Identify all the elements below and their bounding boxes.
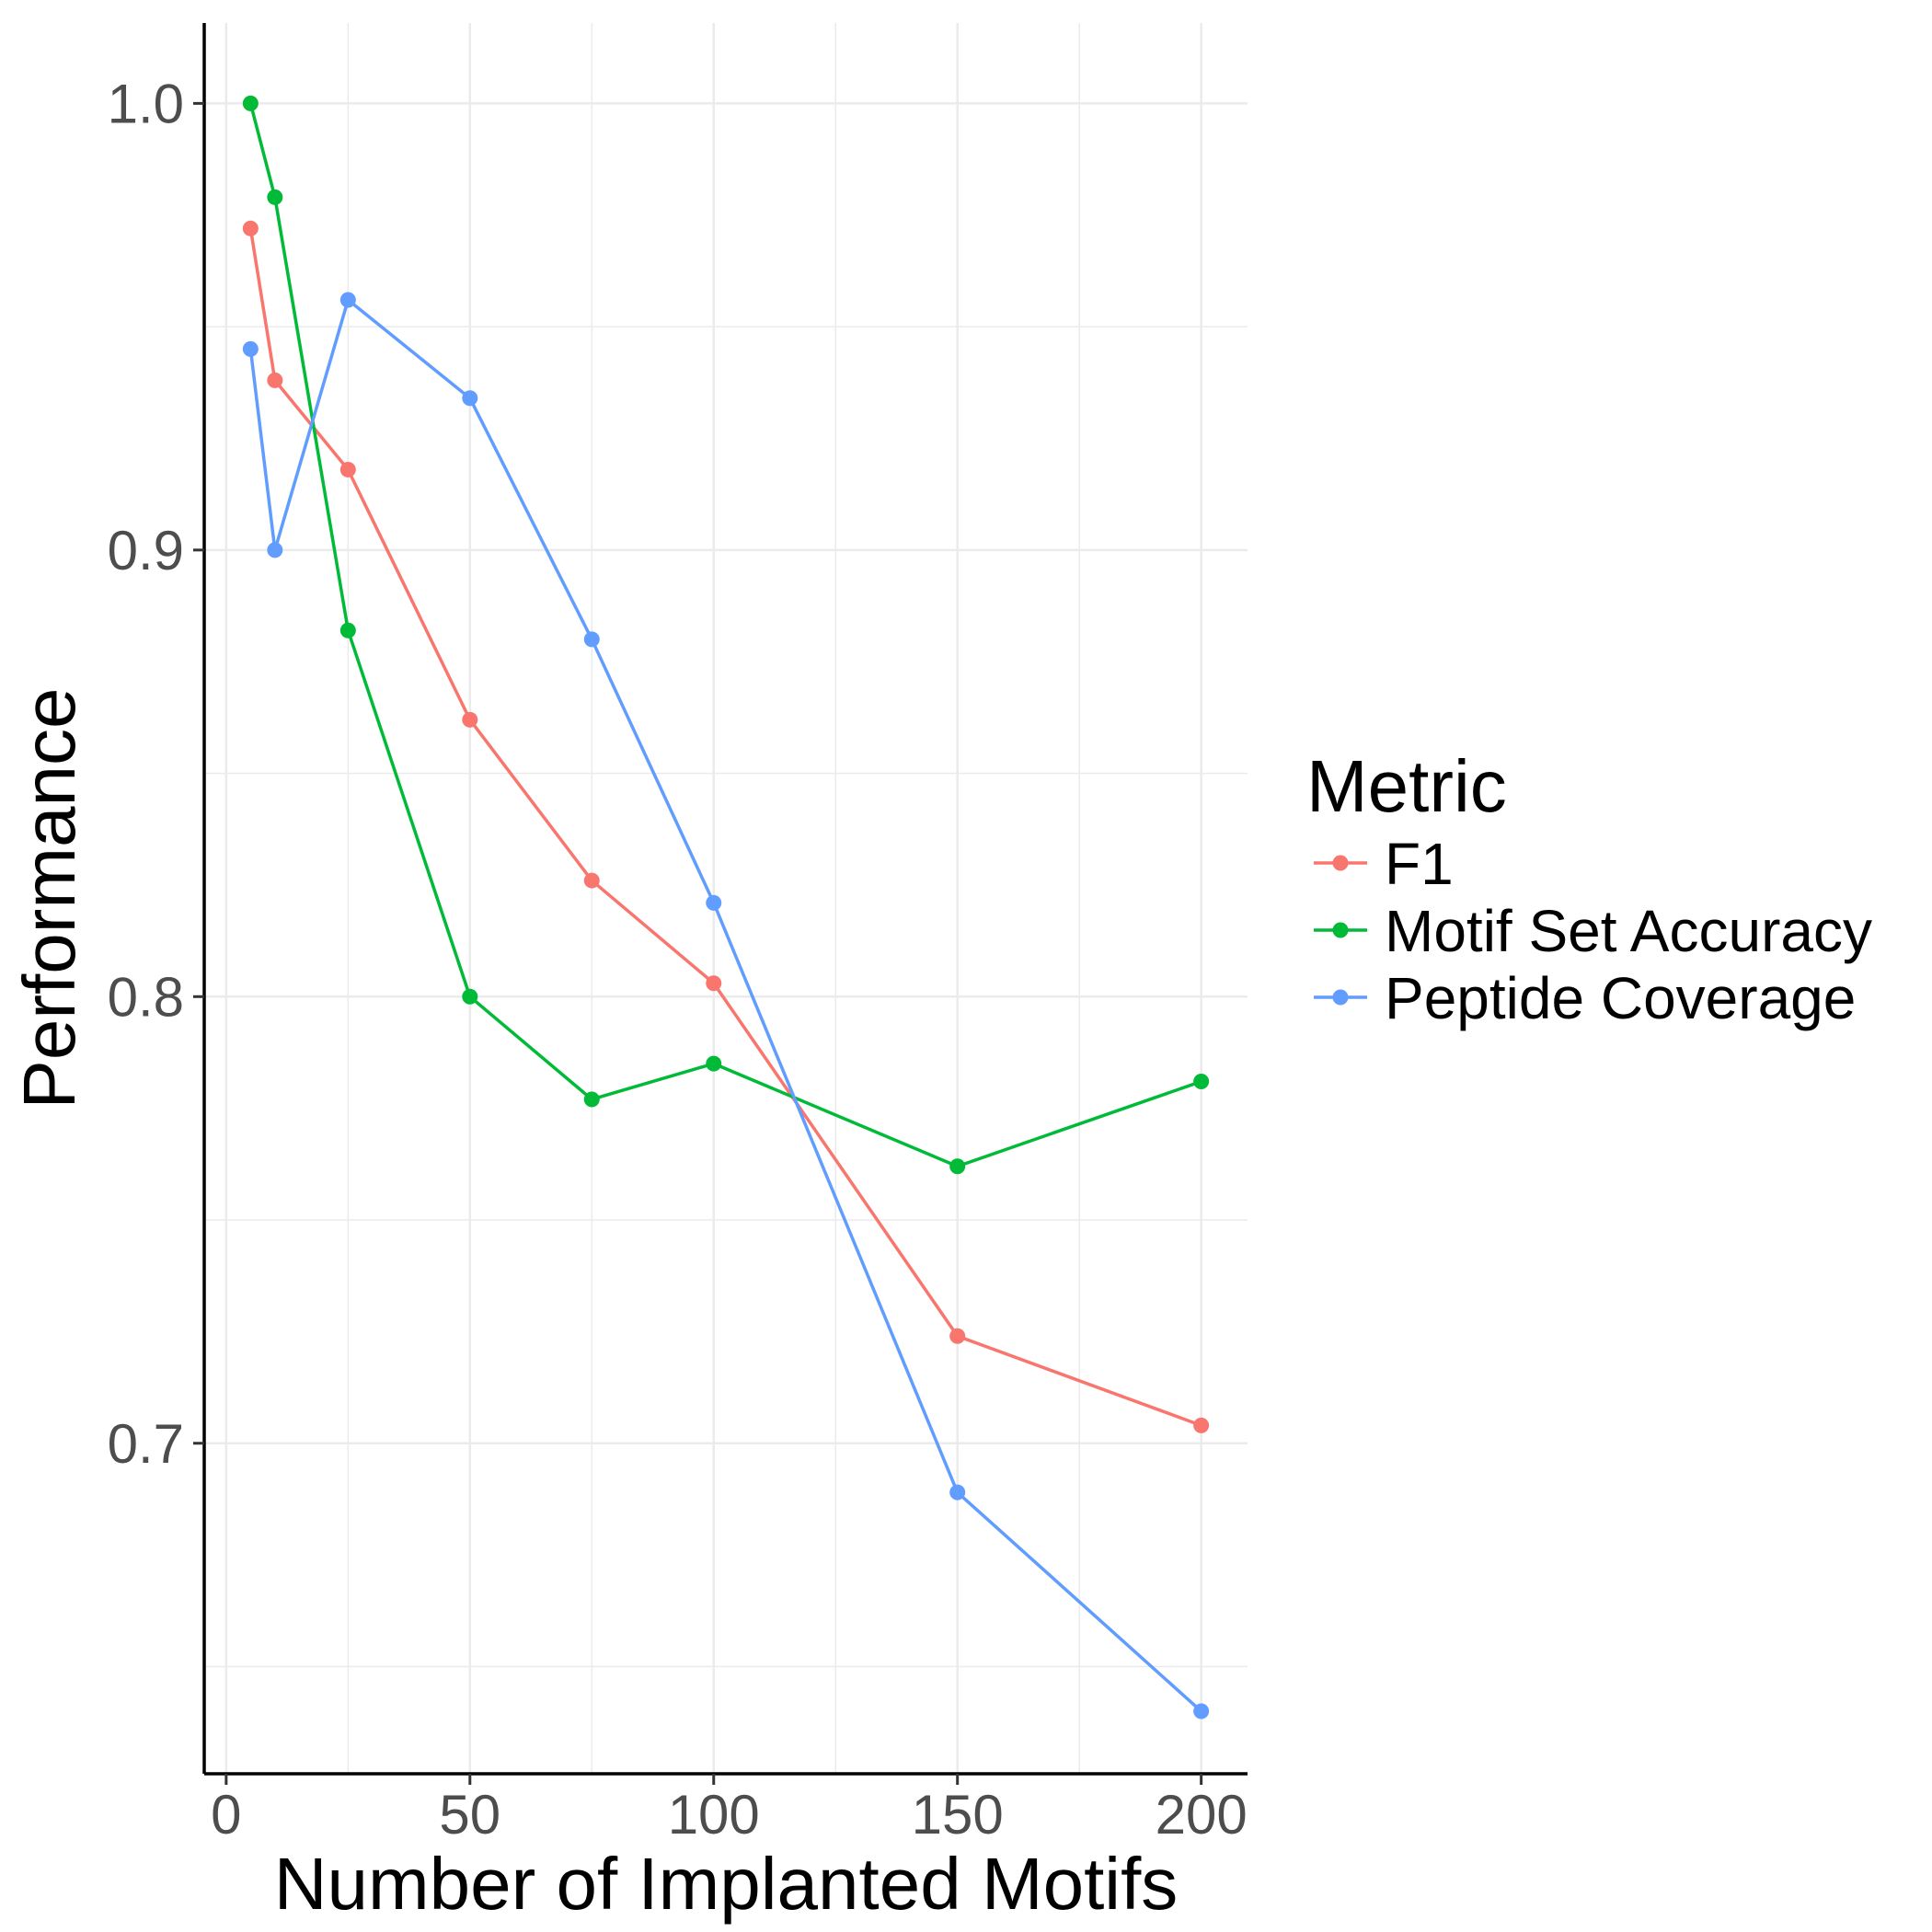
data-point-series-2 — [949, 1484, 966, 1501]
grid-lines — [204, 23, 1248, 1774]
data-point-series-0 — [267, 372, 283, 388]
data-point-series-1 — [706, 1055, 722, 1072]
legend-label: F1 — [1385, 831, 1454, 897]
legend-key-point — [1332, 989, 1349, 1006]
y-tick-label: 0.9 — [108, 520, 184, 581]
data-point-series-2 — [339, 292, 356, 308]
series-line-2 — [248, 298, 1202, 1713]
legend-key-point — [1332, 922, 1349, 938]
y-tick-label: 1.0 — [108, 73, 184, 134]
y-tick-label: 0.8 — [108, 966, 184, 1028]
y-tick-label: 0.7 — [108, 1413, 184, 1475]
data-point-series-0 — [339, 461, 356, 477]
x-tick-label: 200 — [1156, 1784, 1248, 1846]
series-line-1 — [248, 102, 1202, 1168]
x-tick-label: 150 — [912, 1784, 1004, 1846]
data-point-series-2 — [583, 631, 600, 648]
data-point-series-0 — [706, 975, 722, 992]
legend-item: Peptide Coverage — [1314, 965, 1856, 1031]
data-point-series-0 — [949, 1328, 966, 1344]
data-point-series-1 — [1193, 1074, 1210, 1090]
data-point-series-2 — [267, 542, 283, 558]
legend-label: Peptide Coverage — [1385, 965, 1856, 1031]
data-point-series-1 — [242, 95, 259, 111]
axis-ticks: 0.7 0.8 0.9 1.0 0 50 100 150 200 — [108, 73, 1248, 1846]
data-point-series-2 — [462, 390, 478, 407]
data-point-series-2 — [706, 894, 722, 911]
data-point-series-1 — [462, 988, 478, 1005]
legend-item: Motif Set Accuracy — [1314, 898, 1872, 964]
data-point-series-0 — [462, 711, 478, 728]
data-point-series-0 — [583, 872, 600, 889]
data-point-series-1 — [583, 1091, 600, 1108]
data-point-series-1 — [267, 189, 283, 205]
data-point-series-2 — [1193, 1703, 1210, 1719]
x-tick-label: 50 — [439, 1784, 500, 1846]
legend-label: Motif Set Accuracy — [1385, 898, 1872, 964]
x-axis-title: Number of Implanted Motifs — [274, 1843, 1179, 1925]
data-point-series-0 — [242, 220, 259, 236]
axes — [202, 23, 1248, 1776]
data-point-series-0 — [1193, 1417, 1210, 1433]
series-line-0 — [248, 228, 1202, 1427]
data-point-series-2 — [242, 340, 259, 357]
data-point-series-1 — [949, 1158, 966, 1175]
x-tick-label: 100 — [668, 1784, 760, 1846]
series-lines — [248, 102, 1202, 1713]
series-points — [242, 95, 1210, 1719]
legend-title: Metric — [1306, 745, 1507, 827]
x-tick-label: 0 — [211, 1784, 241, 1846]
y-axis-title: Performance — [8, 688, 90, 1110]
legend-item: F1 — [1314, 831, 1454, 897]
data-point-series-1 — [339, 622, 356, 638]
legend-key-point — [1332, 855, 1349, 871]
